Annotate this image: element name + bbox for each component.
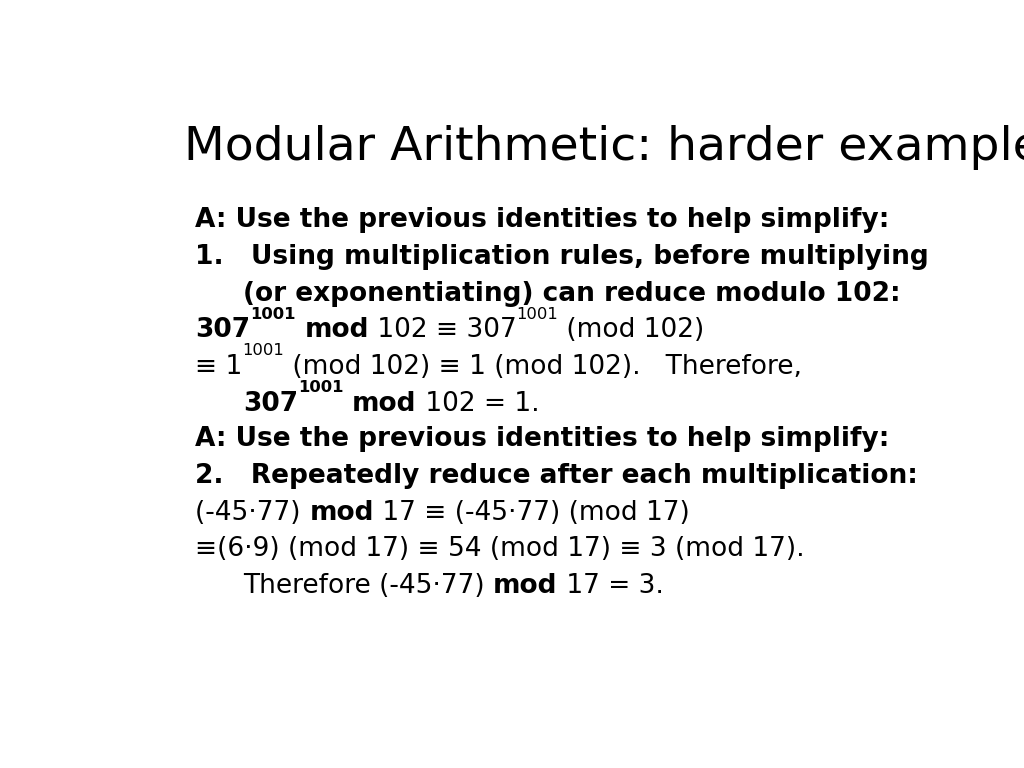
Text: 307: 307: [196, 317, 251, 343]
Text: mod: mod: [304, 317, 369, 343]
Text: 1001: 1001: [298, 380, 344, 396]
Text: 1001: 1001: [517, 307, 558, 322]
Text: mod: mod: [494, 573, 558, 599]
Text: (mod 102) ≡ 1 (mod 102).   Therefore,: (mod 102) ≡ 1 (mod 102). Therefore,: [285, 354, 803, 380]
Text: 1.   Using multiplication rules, before multiplying: 1. Using multiplication rules, before mu…: [196, 244, 929, 270]
Text: mod: mod: [309, 500, 374, 525]
Text: mod: mod: [352, 391, 417, 417]
Text: ≡(6·9) (mod 17) ≡ 54 (mod 17) ≡ 3 (mod 17).: ≡(6·9) (mod 17) ≡ 54 (mod 17) ≡ 3 (mod 1…: [196, 536, 805, 562]
Text: A: Use the previous identities to help simplify:: A: Use the previous identities to help s…: [196, 426, 890, 452]
Text: ≡ 1: ≡ 1: [196, 354, 243, 380]
Text: 102 ≡ 307: 102 ≡ 307: [369, 317, 517, 343]
Text: Therefore (-45·77): Therefore (-45·77): [243, 573, 494, 599]
Text: (-45·77): (-45·77): [196, 500, 309, 525]
Text: 102 = 1.: 102 = 1.: [417, 391, 540, 417]
Text: 17 ≡ (-45·77) (mod 17): 17 ≡ (-45·77) (mod 17): [374, 500, 689, 525]
Text: (mod 102): (mod 102): [558, 317, 705, 343]
Text: A: Use the previous identities to help simplify:: A: Use the previous identities to help s…: [196, 207, 890, 233]
Text: 1001: 1001: [251, 307, 296, 322]
Text: 17 = 3.: 17 = 3.: [558, 573, 664, 599]
Text: 2.   Repeatedly reduce after each multiplication:: 2. Repeatedly reduce after each multipli…: [196, 463, 919, 489]
Text: (or exponentiating) can reduce modulo 102:: (or exponentiating) can reduce modulo 10…: [243, 281, 901, 306]
Text: 1001: 1001: [243, 343, 285, 359]
Text: 307: 307: [243, 391, 298, 417]
Text: Modular Arithmetic: harder examples: Modular Arithmetic: harder examples: [183, 124, 1024, 170]
